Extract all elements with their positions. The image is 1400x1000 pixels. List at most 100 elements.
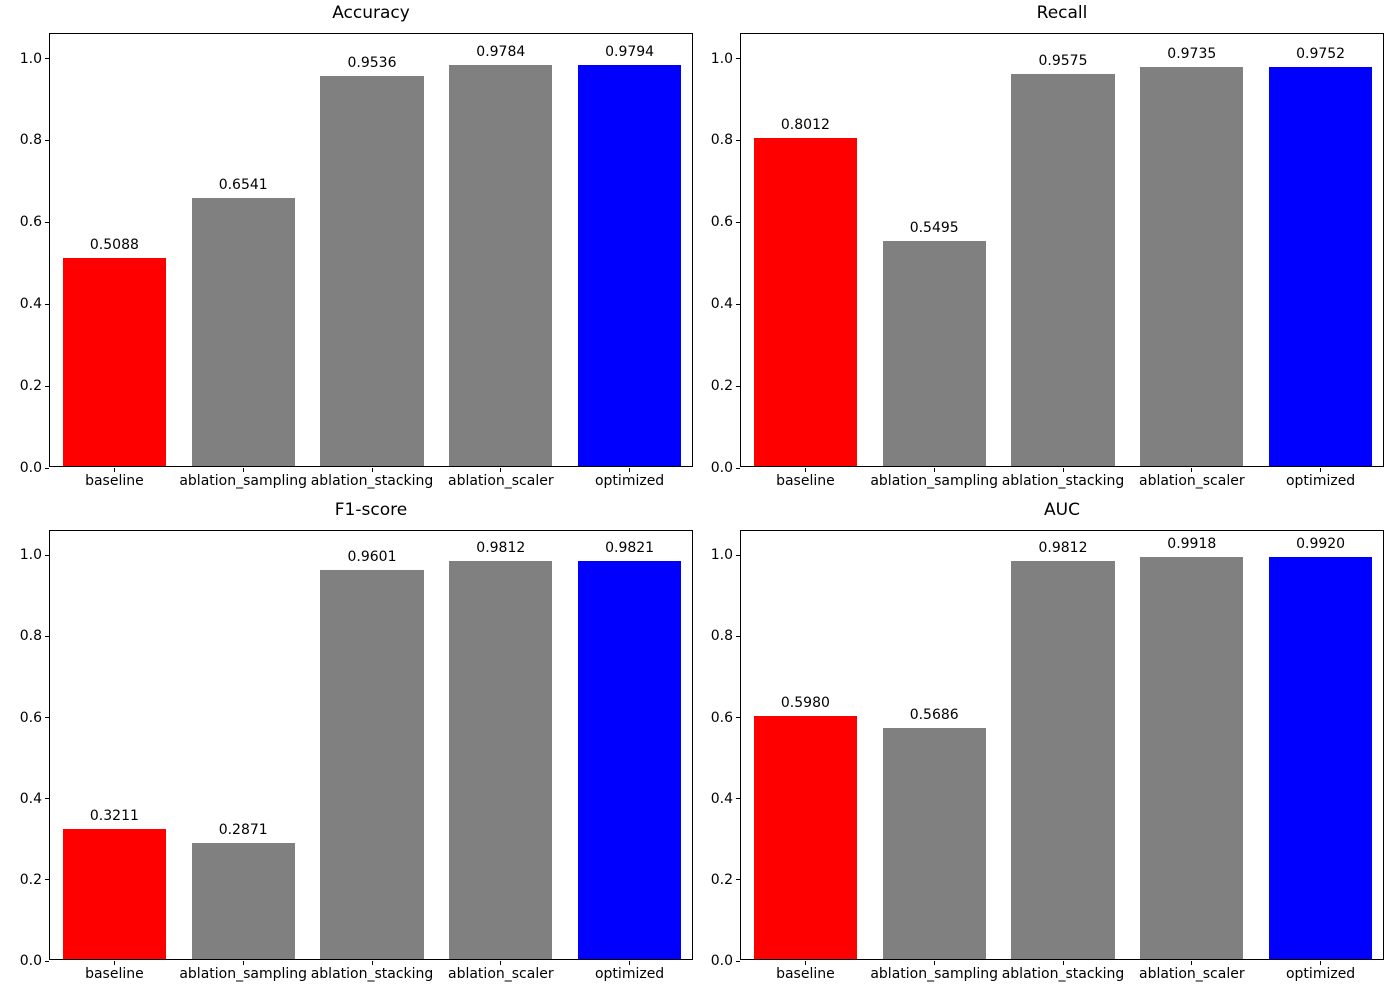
bar-ablation_stacking xyxy=(1011,560,1115,959)
plot-area: 0.0 0.2 0.4 0.6 0.8 1.0 0.5980 baseline 0.5686 ab… xyxy=(711,530,1384,982)
y-tick xyxy=(45,221,49,223)
bar-value-label: 0.9536 xyxy=(347,54,397,71)
bar-value-label: 0.9812 xyxy=(1038,539,1088,556)
x-tick xyxy=(1191,468,1193,472)
bar-value-label: 0.9601 xyxy=(347,548,397,565)
x-tick xyxy=(1320,468,1322,472)
bar-ablation_sampling xyxy=(191,198,295,466)
bar-optimized xyxy=(578,65,682,466)
bar-value-label: 0.9821 xyxy=(605,539,655,556)
x-tick xyxy=(1062,468,1064,472)
y-tick-label: 0.8 xyxy=(710,132,733,149)
bar-value-label: 0.9575 xyxy=(1038,52,1088,69)
y-tick xyxy=(45,303,49,305)
bar-value-label: 0.8012 xyxy=(780,116,830,133)
x-tick-label: ablation_scaler xyxy=(448,473,554,489)
bar-baseline xyxy=(62,828,166,959)
y-tick-label: 0.6 xyxy=(710,214,733,231)
y-tick xyxy=(45,554,49,556)
bar-ablation_scaler xyxy=(1140,556,1244,959)
y-tick-label: 0.0 xyxy=(710,953,733,969)
y-tick xyxy=(45,879,49,881)
x-tick xyxy=(933,468,935,472)
bar-value-label: 0.9794 xyxy=(605,44,655,61)
y-tick xyxy=(45,385,49,387)
x-tick xyxy=(500,468,502,472)
bar-ablation_scaler xyxy=(1140,67,1244,466)
x-tick xyxy=(242,961,244,965)
y-tick-label: 0.2 xyxy=(19,378,42,395)
y-tick xyxy=(736,139,740,141)
y-tick xyxy=(736,221,740,223)
plot-area: 0.0 0.2 0.4 0.6 0.8 1.0 0.5088 baseline 0.6541 ab… xyxy=(20,33,693,489)
x-tick-label: optimized xyxy=(594,966,665,982)
x-tick xyxy=(804,468,806,472)
y-tick-label: 1.0 xyxy=(19,50,42,67)
bar-value-label: 0.2871 xyxy=(218,821,268,838)
y-tick-label: 0.0 xyxy=(710,460,733,476)
y-tick xyxy=(45,467,49,469)
y-tick-label: 0.4 xyxy=(710,790,733,807)
x-tick xyxy=(500,961,502,965)
x-tick xyxy=(242,468,244,472)
y-tick xyxy=(736,960,740,962)
y-tick xyxy=(45,960,49,962)
x-tick xyxy=(629,468,631,472)
bar-value-label: 0.9920 xyxy=(1296,535,1346,552)
x-tick xyxy=(113,468,115,472)
x-tick-label: ablation_scaler xyxy=(1139,966,1245,982)
y-tick xyxy=(45,139,49,141)
chart-title: Recall xyxy=(1036,3,1088,23)
bar-ablation_stacking xyxy=(320,75,424,466)
x-tick-label: ablation_sampling xyxy=(870,473,999,489)
x-tick-label: ablation_scaler xyxy=(1139,473,1245,489)
y-tick xyxy=(45,58,49,60)
bar-ablation_sampling xyxy=(191,842,295,959)
x-tick xyxy=(1062,961,1064,965)
y-tick xyxy=(736,554,740,556)
y-tick xyxy=(736,717,740,719)
y-tick-label: 0.2 xyxy=(710,378,733,395)
x-tick xyxy=(1320,961,1322,965)
x-tick-label: ablation_stacking xyxy=(310,966,434,982)
bar-optimized xyxy=(1269,66,1373,466)
chart-title: Accuracy xyxy=(332,3,410,23)
y-tick-label: 0.6 xyxy=(710,709,733,726)
bar-value-label: 0.9752 xyxy=(1296,45,1346,62)
x-tick-label: optimized xyxy=(1285,966,1356,982)
subplot-recall: Recall 0.0 0.2 0.4 0.6 0.8 1.0 0.8012 baseline 0… xyxy=(711,3,1384,489)
y-tick xyxy=(736,58,740,60)
y-tick-label: 0.8 xyxy=(19,132,42,149)
bar-baseline xyxy=(753,137,857,466)
bar-ablation_scaler xyxy=(449,65,553,466)
bar-value-label: 0.3211 xyxy=(89,807,139,824)
x-tick xyxy=(1191,961,1193,965)
plot-area: 0.0 0.2 0.4 0.6 0.8 1.0 0.3211 baseline 0.2871 ab… xyxy=(20,530,693,982)
x-tick-label: ablation_stacking xyxy=(310,473,434,489)
x-tick-label: ablation_sampling xyxy=(179,966,308,982)
y-tick xyxy=(45,635,49,637)
bar-value-label: 0.9784 xyxy=(476,44,526,61)
y-tick xyxy=(736,303,740,305)
x-tick-label: ablation_scaler xyxy=(448,966,554,982)
y-tick xyxy=(736,385,740,387)
y-tick xyxy=(45,717,49,719)
bar-baseline xyxy=(62,257,166,466)
y-tick-label: 0.8 xyxy=(710,628,733,645)
y-tick xyxy=(45,798,49,800)
x-tick-label: baseline xyxy=(85,966,144,982)
bar-ablation_sampling xyxy=(882,241,986,466)
y-tick-label: 0.2 xyxy=(710,871,733,888)
chart-title: AUC xyxy=(1044,500,1080,520)
y-tick-label: 0.8 xyxy=(19,628,42,645)
x-tick xyxy=(113,961,115,965)
y-tick-label: 0.4 xyxy=(19,296,42,313)
y-tick-label: 0.6 xyxy=(19,709,42,726)
x-tick-label: baseline xyxy=(776,473,835,489)
y-tick-label: 1.0 xyxy=(19,547,42,564)
bar-ablation_stacking xyxy=(320,569,424,959)
x-tick-label: optimized xyxy=(594,473,665,489)
x-tick xyxy=(371,468,373,472)
bar-value-label: 0.5686 xyxy=(909,707,959,724)
